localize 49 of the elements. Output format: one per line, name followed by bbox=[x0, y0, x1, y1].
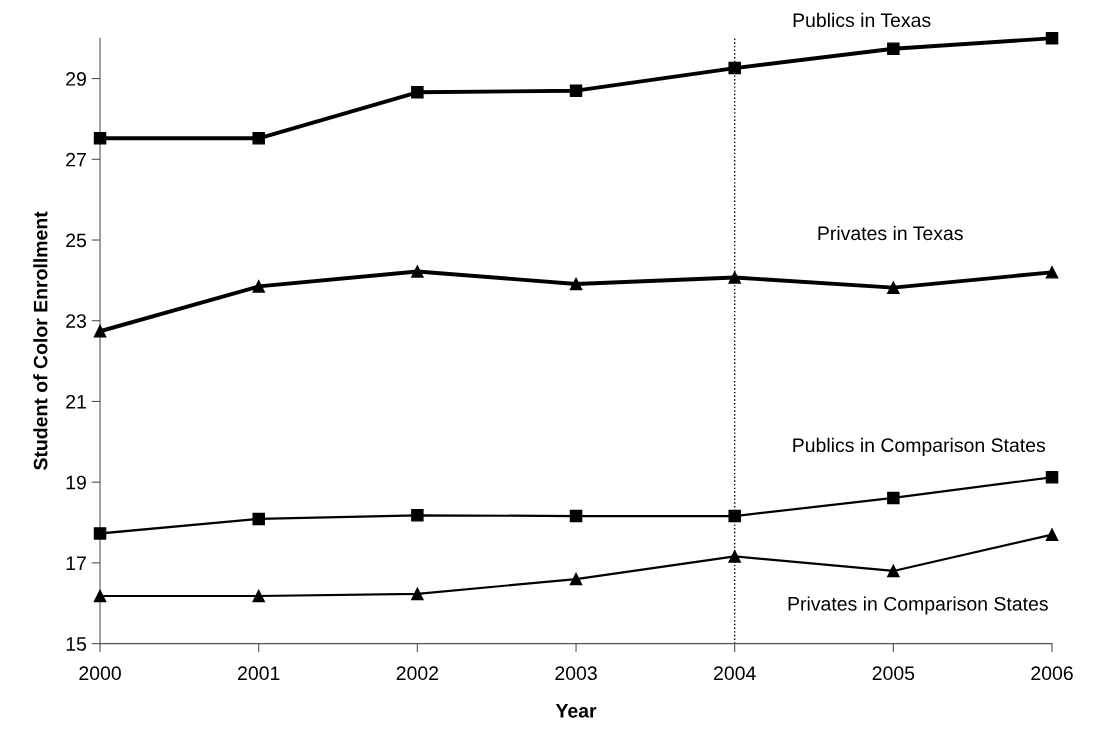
x-axis-title: Year bbox=[555, 704, 597, 718]
point bbox=[252, 280, 265, 293]
point bbox=[93, 132, 107, 145]
point bbox=[1045, 31, 1059, 45]
point bbox=[887, 42, 900, 55]
y-tick-label: 27 bbox=[66, 152, 86, 167]
series-label: Privates in Comparison States bbox=[788, 596, 1048, 615]
y-tick-label: 23 bbox=[66, 314, 86, 328]
series-label: Publics in Comparison States bbox=[793, 437, 1046, 456]
point bbox=[93, 324, 107, 338]
point bbox=[1045, 528, 1059, 541]
point bbox=[569, 509, 583, 523]
point bbox=[1045, 266, 1059, 279]
point bbox=[411, 587, 424, 601]
point bbox=[887, 491, 900, 505]
y-tick-label: 29 bbox=[66, 72, 86, 86]
point bbox=[93, 589, 107, 603]
y-tick-label: 15 bbox=[66, 637, 87, 651]
x-tick-label: 2001 bbox=[238, 666, 280, 681]
point bbox=[252, 589, 265, 603]
point bbox=[728, 61, 741, 75]
x-tick-label: 2000 bbox=[79, 666, 121, 681]
y-tick-label: 25 bbox=[66, 233, 87, 248]
point bbox=[569, 572, 583, 586]
point bbox=[728, 550, 741, 563]
point bbox=[728, 509, 741, 523]
point bbox=[569, 84, 583, 97]
y-tick-label: 19 bbox=[66, 475, 86, 490]
point bbox=[569, 277, 583, 291]
y-tick-label: 17 bbox=[66, 556, 86, 570]
point bbox=[411, 265, 424, 278]
x-tick-label: 2004 bbox=[714, 666, 756, 681]
point bbox=[252, 132, 265, 145]
text: Privates in Texas bbox=[818, 225, 963, 241]
x-tick-label: 2003 bbox=[555, 666, 597, 681]
point bbox=[887, 564, 900, 578]
point bbox=[252, 512, 265, 526]
point bbox=[411, 509, 424, 522]
point bbox=[728, 271, 741, 284]
point bbox=[1045, 471, 1059, 484]
y-tick-label: 21 bbox=[66, 394, 86, 409]
point bbox=[93, 527, 107, 540]
x-tick-label: 2002 bbox=[396, 666, 439, 681]
series-label: Publics in Texas bbox=[793, 12, 931, 28]
x-tick-label: 2005 bbox=[872, 666, 915, 681]
point bbox=[887, 281, 900, 294]
y-axis-title: Student of Color Enrollment bbox=[33, 211, 48, 470]
point bbox=[411, 86, 424, 99]
x-tick-label: 2006 bbox=[1031, 666, 1073, 681]
